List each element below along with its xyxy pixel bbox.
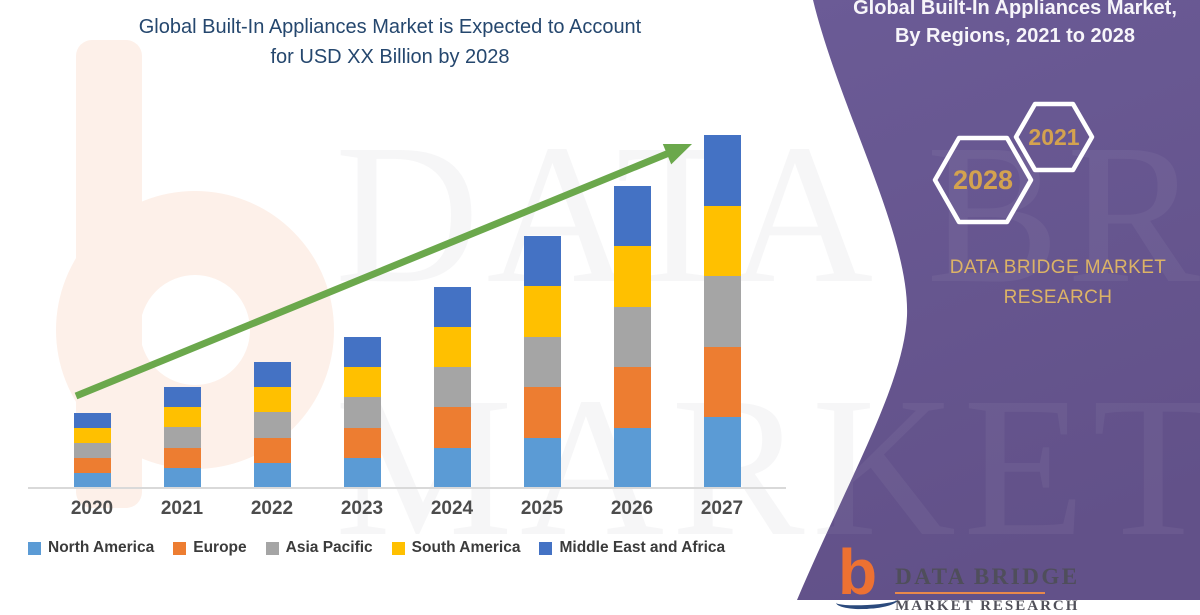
stacked-bar-2026 bbox=[613, 185, 651, 488]
bar-segment-europe bbox=[703, 346, 741, 418]
brand-text-line2: RESEARCH bbox=[1003, 287, 1113, 308]
legend-swatch bbox=[173, 541, 187, 555]
stacked-bar-2022 bbox=[253, 362, 291, 488]
bar-segment-middle-east-and-africa bbox=[613, 185, 651, 246]
bar-segment-middle-east-and-africa bbox=[343, 337, 381, 368]
bar-segment-north-america bbox=[523, 437, 561, 488]
bar-segment-asia-pacific bbox=[613, 306, 651, 367]
bar-segment-south-america bbox=[433, 326, 471, 368]
x-axis-label-2024: 2024 bbox=[430, 498, 474, 519]
chart-legend: North America Europe Asia Pacific South Ame… bbox=[28, 539, 725, 557]
bar-segment-south-america bbox=[343, 367, 381, 398]
brand-text: DATA BRIDGE MARKET RESEARCH bbox=[948, 253, 1168, 313]
hexagon-2028: 2028 bbox=[932, 135, 1034, 225]
bar-segment-asia-pacific bbox=[73, 442, 111, 458]
x-axis-label-2027: 2027 bbox=[700, 498, 744, 519]
bar-segment-south-america bbox=[73, 427, 111, 443]
x-axis-label-2022: 2022 bbox=[250, 498, 294, 519]
stacked-bar-2025 bbox=[523, 236, 561, 488]
bar-segment-north-america bbox=[703, 417, 741, 488]
legend-label: Asia Pacific bbox=[285, 539, 373, 556]
bar-segment-asia-pacific bbox=[253, 412, 291, 438]
bar-segment-north-america bbox=[433, 447, 471, 488]
bar-segment-north-america bbox=[613, 427, 651, 488]
bar-segment-middle-east-and-africa bbox=[433, 286, 471, 327]
bar-segment-europe bbox=[523, 387, 561, 438]
bar-segment-europe bbox=[613, 367, 651, 428]
hexagon-year-2028: 2028 bbox=[953, 165, 1013, 195]
legend-swatch bbox=[539, 541, 553, 555]
bar-segment-middle-east-and-africa bbox=[253, 362, 291, 388]
logo-wordmark-line1: DATA BRIDGE bbox=[895, 564, 1080, 589]
bar-segment-asia-pacific bbox=[163, 427, 201, 448]
legend-label: Europe bbox=[193, 539, 247, 556]
legend-label: Middle East and Africa bbox=[559, 539, 726, 556]
stacked-bar-2023 bbox=[343, 337, 381, 488]
bar-segment-middle-east-and-africa bbox=[523, 236, 561, 287]
bar-segment-north-america bbox=[343, 457, 381, 488]
x-axis-label-2026: 2026 bbox=[610, 498, 654, 519]
bar-segment-south-america bbox=[703, 205, 741, 277]
panel-title: Global Built-In Appliances Market, By Re… bbox=[840, 0, 1190, 50]
bar-segment-europe bbox=[163, 447, 201, 468]
bar-segment-asia-pacific bbox=[523, 336, 561, 388]
hexagon-2021: 2021 bbox=[1013, 101, 1095, 173]
bar-segment-north-america bbox=[253, 462, 291, 488]
bar-segment-south-america bbox=[613, 246, 651, 307]
bar-segment-asia-pacific bbox=[343, 397, 381, 428]
bar-segment-middle-east-and-africa bbox=[73, 412, 111, 428]
bar-segment-north-america bbox=[73, 472, 111, 488]
legend-item-north-america: North America bbox=[28, 539, 154, 557]
bar-segment-asia-pacific bbox=[433, 367, 471, 408]
chart-title: Global Built-In Appliances Market is Exp… bbox=[40, 12, 740, 72]
x-axis-label-2021: 2021 bbox=[160, 498, 204, 519]
bar-segment-south-america bbox=[523, 286, 561, 337]
legend-item-europe: Europe bbox=[173, 539, 247, 557]
hexagon-year-2021: 2021 bbox=[1028, 124, 1079, 150]
legend-label: South America bbox=[411, 539, 521, 556]
x-axis-label-2025: 2025 bbox=[520, 498, 564, 519]
legend-item-south-america: South America bbox=[391, 539, 521, 557]
legend-item-middle-east-and-africa: Middle East and Africa bbox=[539, 539, 725, 557]
legend-label: North America bbox=[48, 539, 155, 556]
stacked-bar-2027 bbox=[703, 135, 741, 488]
logo-wordmark-line2: MARKET RESEARCH bbox=[895, 598, 1080, 614]
bar-segment-south-america bbox=[163, 407, 201, 428]
legend-swatch bbox=[391, 541, 405, 555]
bar-segment-europe bbox=[343, 427, 381, 458]
bar-segment-north-america bbox=[163, 467, 201, 488]
x-axis-labels: 2020 2021 2022 2023 2024 2025 2026 2027 bbox=[70, 498, 744, 519]
panel-title-line2: By Regions, 2021 to 2028 bbox=[894, 25, 1136, 47]
panel-title-line1: Global Built-In Appliances Market, bbox=[853, 0, 1177, 19]
bar-segment-europe bbox=[73, 457, 111, 473]
data-bridge-logo: b DATA BRIDGE MARKET RESEARCH bbox=[835, 536, 1080, 615]
logo-underline bbox=[895, 592, 1046, 594]
bar-segment-europe bbox=[253, 437, 291, 463]
bar-segment-europe bbox=[433, 407, 471, 448]
x-axis-label-2020: 2020 bbox=[70, 498, 114, 519]
chart-title-line1: Global Built-In Appliances Market is Exp… bbox=[138, 16, 642, 38]
legend-item-asia-pacific: Asia Pacific bbox=[265, 539, 373, 557]
bar-segment-middle-east-and-africa bbox=[703, 135, 741, 206]
x-axis-label-2023: 2023 bbox=[340, 498, 384, 519]
legend-swatch bbox=[265, 541, 279, 555]
bar-segment-middle-east-and-africa bbox=[163, 387, 201, 408]
stacked-bar-2024 bbox=[433, 286, 471, 488]
x-axis-line bbox=[28, 487, 786, 489]
legend-swatch bbox=[28, 541, 41, 555]
chart-title-line2: for USD XX Billion by 2028 bbox=[270, 46, 510, 68]
stacked-bar-2021 bbox=[163, 387, 201, 488]
bar-segment-asia-pacific bbox=[703, 276, 741, 347]
bar-segment-south-america bbox=[253, 387, 291, 413]
year-hexagons: 2021 2028 bbox=[932, 101, 1095, 225]
stacked-bar-2020 bbox=[73, 412, 111, 488]
logo-b-icon: b bbox=[838, 536, 878, 608]
bars-container bbox=[73, 135, 741, 488]
brand-text-line1: DATA BRIDGE MARKET bbox=[949, 257, 1167, 278]
